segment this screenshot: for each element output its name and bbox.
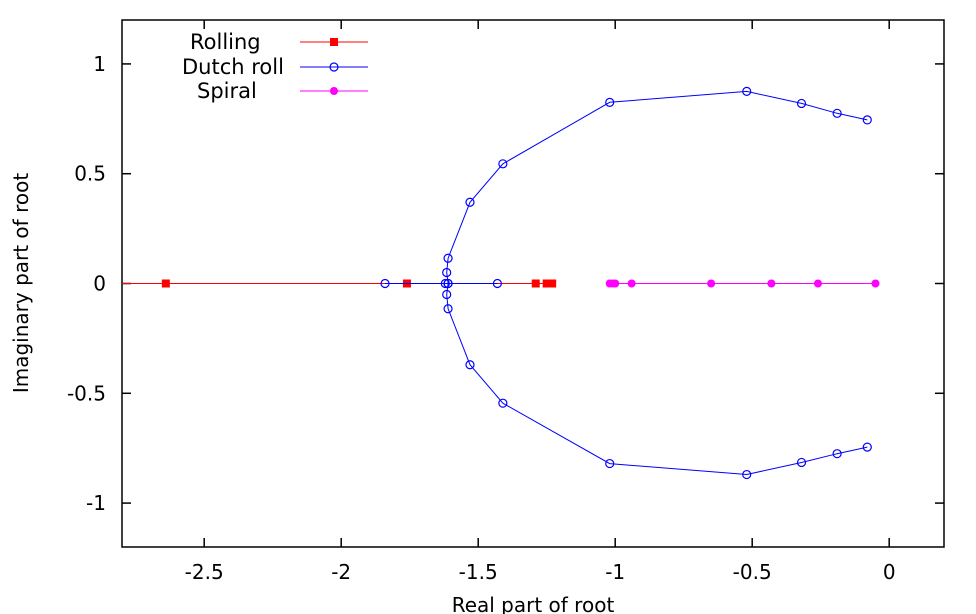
data-point bbox=[465, 360, 475, 370]
data-point bbox=[862, 115, 872, 125]
y-tick-label: 0.5 bbox=[74, 162, 106, 186]
legend-label: Spiral bbox=[197, 79, 257, 103]
series-layer bbox=[122, 86, 880, 480]
data-point bbox=[742, 469, 752, 480]
data-point bbox=[531, 279, 540, 288]
data-point bbox=[796, 457, 807, 468]
y-tick-label: 1 bbox=[93, 52, 106, 76]
x-tick-label: -0.5 bbox=[733, 560, 772, 584]
data-point bbox=[832, 108, 842, 118]
legend-marker bbox=[330, 87, 338, 95]
data-point bbox=[707, 279, 716, 288]
data-point bbox=[605, 97, 615, 107]
y-tick-label: 0 bbox=[93, 272, 106, 296]
data-point bbox=[443, 253, 453, 263]
x-tick-label: -2 bbox=[331, 560, 351, 584]
data-point bbox=[442, 289, 452, 300]
legend-marker bbox=[330, 38, 338, 46]
data-point bbox=[442, 267, 452, 278]
data-point bbox=[498, 159, 508, 169]
data-point bbox=[492, 278, 502, 289]
data-point bbox=[443, 304, 453, 314]
series-spiral bbox=[605, 279, 880, 288]
x-axis-title: Real part of root bbox=[452, 593, 615, 614]
series-line bbox=[446, 90, 868, 284]
data-point bbox=[767, 279, 776, 288]
data-point bbox=[611, 279, 620, 288]
x-tick-label: -2.5 bbox=[185, 560, 224, 584]
data-point bbox=[465, 197, 475, 207]
data-point bbox=[796, 98, 807, 109]
data-point bbox=[871, 279, 880, 288]
data-point bbox=[813, 279, 822, 288]
data-point bbox=[542, 279, 551, 288]
legend-label: Rolling bbox=[190, 30, 261, 54]
data-point bbox=[498, 398, 508, 408]
data-point bbox=[380, 278, 390, 289]
legend-label: Dutch roll bbox=[182, 55, 284, 79]
y-axis-title: Imaginary part of root bbox=[9, 173, 33, 394]
y-tick-label: -0.5 bbox=[67, 381, 106, 405]
data-point bbox=[627, 279, 636, 288]
data-point bbox=[443, 278, 453, 289]
legend-marker bbox=[329, 62, 339, 72]
data-point bbox=[742, 86, 752, 96]
data-point bbox=[440, 278, 450, 289]
data-point bbox=[605, 458, 615, 469]
x-tick-label: 0 bbox=[883, 560, 896, 584]
series-line bbox=[446, 283, 868, 476]
data-point bbox=[832, 449, 842, 459]
data-point bbox=[161, 279, 170, 288]
data-point bbox=[862, 442, 872, 452]
data-point bbox=[548, 279, 557, 288]
x-tick-label: -1.5 bbox=[459, 560, 498, 584]
x-tick-label: -1 bbox=[605, 560, 625, 584]
axis-ticks: -2.5 -2 -1.5 -1 -0.5 0 1 0.5 0 -0.5 -1 bbox=[67, 20, 944, 584]
series-dutch-roll bbox=[380, 86, 872, 480]
y-tick-label: -1 bbox=[86, 491, 106, 515]
